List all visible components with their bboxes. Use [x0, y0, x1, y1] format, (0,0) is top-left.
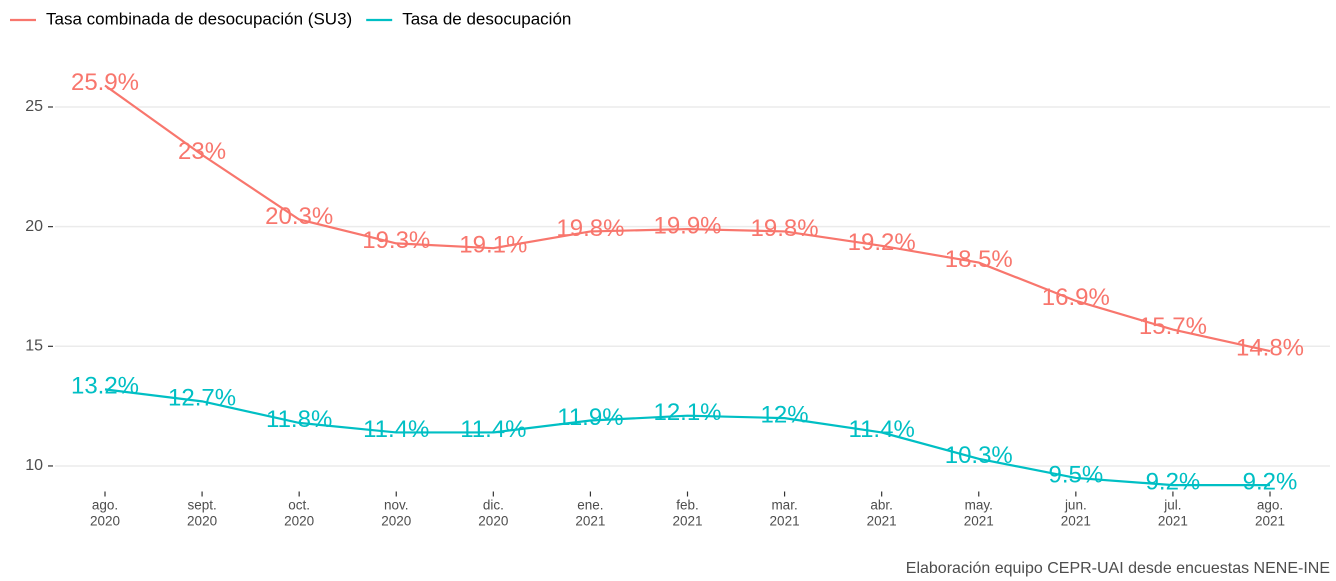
- x-tick-label: nov. 2020: [381, 497, 411, 528]
- legend-label: Tasa combinada de desocupación (SU3): [46, 9, 352, 28]
- x-tick-label: feb. 2021: [672, 497, 702, 528]
- data-label: 25.9%: [71, 69, 139, 96]
- data-label: 14.8%: [1236, 334, 1304, 361]
- data-label: 9.2%: [1146, 468, 1201, 495]
- data-label: 16.9%: [1042, 284, 1110, 311]
- x-tick-label: jul. 2021: [1158, 497, 1188, 528]
- data-label: 11.8%: [266, 406, 332, 433]
- data-label: 20.3%: [265, 203, 333, 230]
- data-label: 23%: [178, 138, 226, 165]
- series-line: [104, 388, 1270, 487]
- x-tick-label: jun. 2021: [1061, 497, 1091, 528]
- data-label: 15.7%: [1139, 313, 1207, 340]
- data-label: 11.4%: [849, 416, 915, 443]
- data-label: 19.3%: [362, 227, 430, 254]
- x-tick-label: ago. 2020: [90, 497, 120, 528]
- data-label: 18.5%: [945, 246, 1013, 273]
- x-tick-label: ene. 2021: [575, 497, 605, 528]
- x-tick-label: dic. 2020: [478, 497, 508, 528]
- data-label: 19.1%: [459, 232, 527, 259]
- data-label: 13.2%: [71, 373, 139, 400]
- data-label: 19.8%: [556, 215, 624, 242]
- y-tick-label: 10: [25, 457, 43, 474]
- data-label: 9.2%: [1243, 468, 1298, 495]
- data-label: 19.8%: [751, 215, 819, 242]
- y-tick-label: 25: [25, 98, 43, 115]
- series-line: [104, 84, 1271, 353]
- data-label: 11.9%: [557, 404, 623, 431]
- x-tick-label: may. 2021: [964, 497, 994, 528]
- data-label: 10.3%: [945, 442, 1013, 469]
- x-tick-label: oct. 2020: [284, 497, 314, 528]
- data-label: 12%: [761, 401, 809, 428]
- caption: Elaboración equipo CEPR-UAI desde encues…: [906, 560, 1330, 577]
- x-tick-label: abr. 2021: [867, 497, 897, 528]
- x-tick-label: ago. 2021: [1255, 497, 1285, 528]
- data-label: 12.1%: [653, 399, 721, 426]
- legend-label: Tasa de desocupación: [402, 9, 571, 28]
- x-tick-label: mar. 2021: [770, 497, 800, 528]
- data-label: 12.7%: [168, 385, 236, 412]
- data-label: 11.4%: [363, 416, 429, 443]
- data-label: 19.2%: [848, 229, 916, 256]
- y-tick-label: 20: [25, 218, 43, 235]
- data-label: 11.4%: [460, 416, 526, 443]
- data-label: 9.5%: [1048, 461, 1103, 488]
- y-tick-label: 15: [25, 338, 43, 355]
- x-tick-label: sept. 2020: [187, 497, 217, 528]
- data-label: 19.9%: [653, 212, 721, 239]
